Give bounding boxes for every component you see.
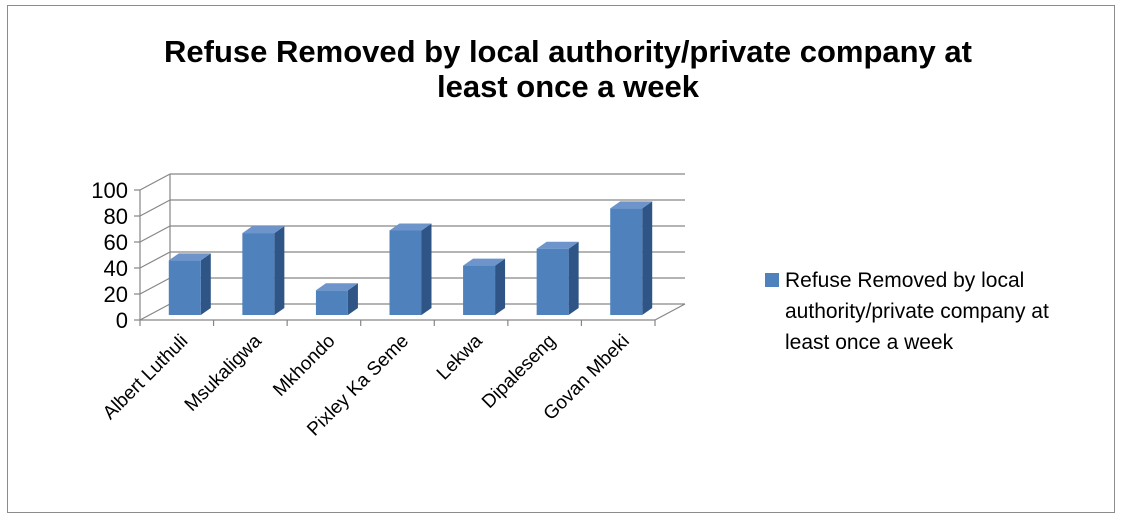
gridline-side (139, 199, 171, 217)
bar-top (536, 241, 579, 249)
chart-title: Refuse Removed by local authority/privat… (164, 34, 972, 104)
bar-top (242, 226, 285, 234)
x-category-label: Lekwa (433, 330, 487, 384)
bar (389, 223, 432, 315)
bar-side (642, 201, 653, 315)
bar-side (568, 241, 579, 315)
bar (463, 258, 506, 315)
bar (242, 226, 285, 315)
legend-entry: Refuse Removed by local authority/privat… (785, 269, 1049, 354)
bar-top (168, 253, 211, 261)
gridline-side (139, 173, 171, 191)
bar-top (610, 201, 653, 209)
gridline-side (139, 251, 171, 269)
bar (315, 283, 358, 315)
x-category-label: Albert Luthuli (99, 331, 192, 424)
y-tick-label: 60 (104, 230, 128, 255)
bar-side (421, 223, 432, 315)
bar-front (536, 248, 569, 315)
y-tick-label: 40 (104, 256, 128, 281)
y-tick-label: 20 (104, 282, 128, 307)
bar (536, 241, 579, 315)
y-tick-label: 0 (116, 308, 128, 333)
bar (610, 201, 653, 315)
x-category-label: Msukaligwa (181, 330, 266, 415)
bar-front (463, 265, 496, 315)
legend-swatch (765, 273, 779, 287)
gridline-side (139, 303, 171, 321)
bar-front (610, 208, 643, 315)
bars-layer (168, 201, 653, 315)
bar-side (495, 258, 506, 315)
legend: Refuse Removed by local authority/privat… (765, 265, 1095, 358)
y-tick-label: 80 (104, 204, 128, 229)
floor-right-edge (654, 303, 686, 321)
bar-side (200, 253, 211, 315)
bar-front (242, 233, 275, 315)
bar-front (389, 230, 422, 315)
bar-side (274, 226, 285, 315)
bar-top (463, 258, 506, 266)
gridline-side (139, 277, 171, 295)
bar-top (389, 223, 432, 231)
y-tick-label: 100 (91, 178, 128, 203)
bar-top (315, 283, 358, 291)
bar-side (347, 283, 358, 315)
bar-front (315, 290, 348, 315)
bar (168, 253, 211, 315)
x-category-label: Mkhondo (269, 331, 339, 401)
bar-front (168, 260, 201, 315)
gridline-side (139, 225, 171, 243)
